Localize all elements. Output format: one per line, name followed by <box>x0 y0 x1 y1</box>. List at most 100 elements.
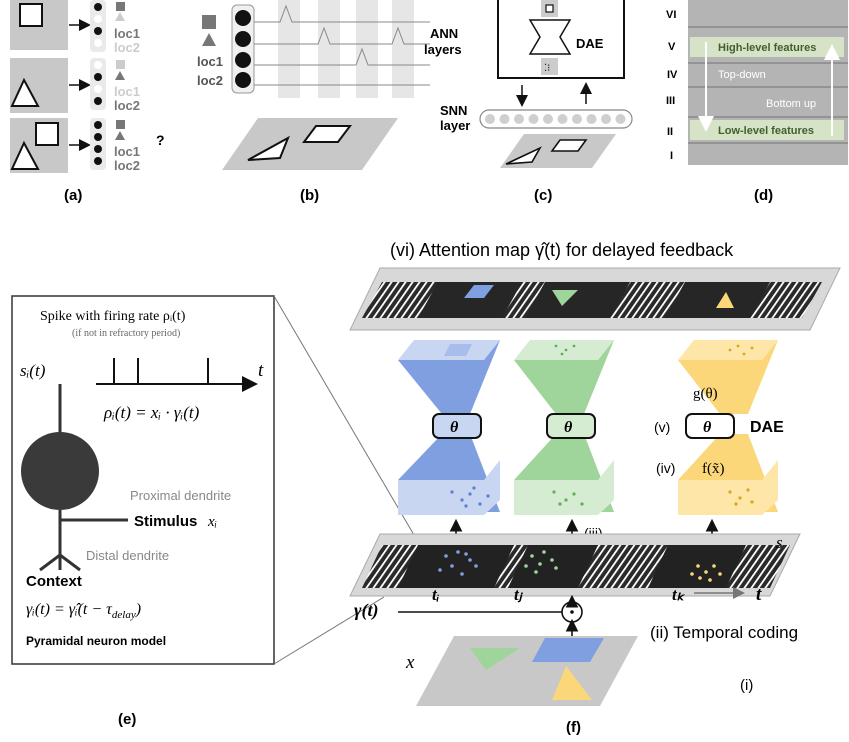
loc1-label: loc1 <box>197 54 223 69</box>
dae-dot-green <box>564 348 568 352</box>
panel-label-c: (c) <box>534 187 552 204</box>
layer-label-v: V <box>668 41 676 53</box>
panel-c: ⁚⁝ ANN layers DAE SNN layer (c) <box>424 0 633 204</box>
dae-label: DAE <box>750 419 784 436</box>
panel-a: loc1 loc2 loc1 loc2 loc1 loc2 ? (a) <box>10 0 165 204</box>
input-blue-square <box>532 638 604 662</box>
decoder-g-label: g(θ) <box>693 386 718 402</box>
neuron-dot <box>235 10 251 26</box>
spike-dot-blue <box>464 552 468 556</box>
attention-blob-yellow <box>716 292 734 308</box>
spike-dot-green <box>534 570 538 574</box>
neuron-column <box>90 0 106 52</box>
dae-decoder-blue-body <box>398 340 500 414</box>
input-x-plane <box>416 636 638 706</box>
neuron-dot <box>94 61 102 69</box>
spike-layer-label: s <box>776 533 783 552</box>
snn-neuron <box>543 114 553 124</box>
spike-dot-yellow <box>690 572 694 576</box>
spike-dot-green <box>542 550 546 554</box>
panel-label-b: (b) <box>300 187 319 204</box>
snn-neuron <box>601 114 611 124</box>
square-icon <box>202 15 216 29</box>
layer-label-i: I <box>670 150 673 162</box>
stimulus-label: Stimulus <box>134 513 197 530</box>
theta-label-blue: θ <box>450 419 459 436</box>
dae-decoder-green <box>514 340 614 360</box>
spike-train <box>254 26 430 45</box>
triangle-icon <box>115 131 125 140</box>
spike-dot-green <box>554 566 558 570</box>
time-band <box>356 0 378 98</box>
context-equation: γᵢ(t) = γ̂ᵢ(t − τdelay) <box>26 601 141 621</box>
dae-dot-green <box>572 344 576 348</box>
snn-neuron <box>557 114 568 124</box>
input-plane <box>222 118 398 170</box>
loc1-label: loc1 <box>114 26 140 41</box>
top-down-label: Top-down <box>718 69 766 81</box>
loc1-label: loc1 <box>114 84 140 99</box>
neuron-dot <box>94 27 102 35</box>
time-ti-label: tᵢ <box>432 585 440 604</box>
neuron-column <box>231 4 255 94</box>
ann-layers-label-2: layers <box>424 42 462 57</box>
spike-dot-blue <box>468 558 472 562</box>
loc2-label: loc2 <box>114 98 140 113</box>
spike-train <box>254 4 430 23</box>
dae-hourglass <box>528 19 572 55</box>
theta-label-yellow: θ <box>703 419 712 436</box>
dae-dot-blue <box>450 490 454 494</box>
layer-label-vi: VI <box>666 9 676 21</box>
snn-neuron <box>586 114 597 124</box>
dae-encoder-blue <box>398 460 500 515</box>
noise-glyph: ⁚⁝ <box>544 63 550 74</box>
panel-label-a: (a) <box>64 187 82 204</box>
theta-box-yellow <box>685 413 735 439</box>
square-icon <box>116 2 125 11</box>
dae-label: DAE <box>576 36 604 51</box>
panel-d: VI V IV III II I High-level features Top… <box>666 0 848 204</box>
dae-dot-yellow <box>728 348 732 352</box>
spike-dot-green <box>530 554 534 558</box>
time-tk-label: tₖ <box>672 585 686 604</box>
snn-layer-label-2: layer <box>440 118 470 133</box>
dae-dot-blue <box>486 494 490 498</box>
label-v: (v) <box>654 419 670 435</box>
triangle-shape <box>505 146 542 165</box>
dae-dot-green <box>560 352 564 356</box>
square-shape <box>550 139 588 152</box>
snn-neuron <box>485 114 495 124</box>
triangle-icon <box>202 33 216 46</box>
triangle-icon <box>115 71 125 80</box>
distal-dendrite-label: Distal dendrite <box>86 548 169 563</box>
model-name: Pyramidal neuron model <box>26 634 166 648</box>
question-mark: ? <box>156 132 165 148</box>
dae-dot-green <box>554 344 558 348</box>
neuron-dot <box>94 133 102 141</box>
spike-dot-yellow <box>704 570 708 574</box>
dae-blue-pattern <box>444 344 472 356</box>
snn-neuron <box>528 114 539 124</box>
attention-window-yellow <box>665 282 770 318</box>
neuron-dot <box>94 97 102 105</box>
dae-dot-green <box>558 502 562 506</box>
panel-f: (vi) Attention map γ̂(t) for delayed fee… <box>349 240 841 736</box>
spike-dot-green <box>550 558 554 562</box>
snn-layer-label: SNN <box>440 103 467 118</box>
soma <box>21 432 99 510</box>
neuron-dot <box>94 85 102 93</box>
neuron-dot <box>94 145 102 153</box>
neuron-column <box>90 58 106 110</box>
dae-dot-yellow <box>728 490 732 494</box>
layer-label-iii: III <box>666 95 675 107</box>
neuron-column <box>90 118 106 170</box>
spike-train <box>254 47 430 66</box>
time-band <box>318 0 340 98</box>
dae-dot-blue <box>468 492 472 496</box>
dae-dot-green <box>572 492 576 496</box>
input-x-label: x <box>405 652 415 673</box>
loc2-label: loc2 <box>114 158 140 173</box>
dae-dot-yellow <box>738 496 742 500</box>
input-green-triangle <box>470 648 520 670</box>
dae-decoder-green-body <box>514 340 614 414</box>
